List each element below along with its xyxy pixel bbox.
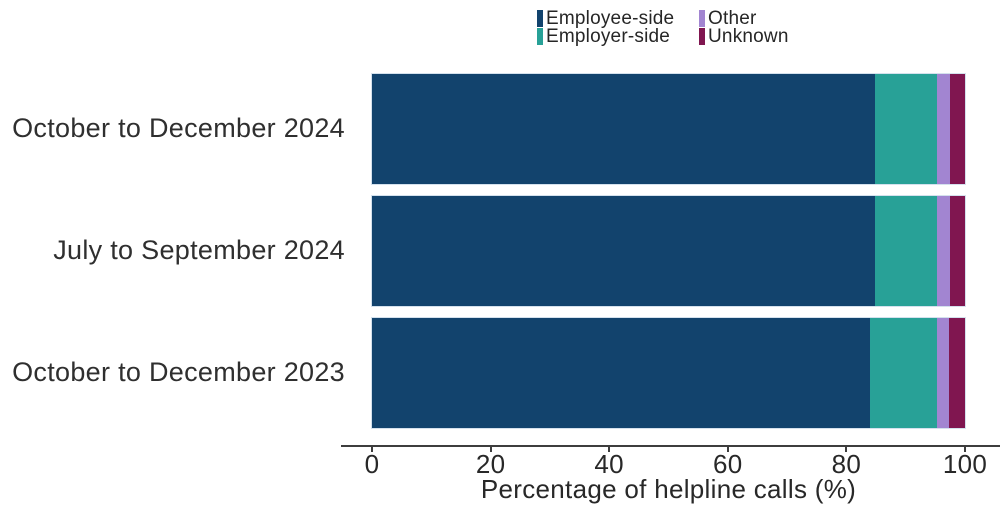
bar-segment-employee-side bbox=[372, 196, 876, 306]
legend-swatch-other bbox=[699, 10, 705, 27]
bar-row-july-to-september-2024 bbox=[372, 196, 965, 306]
bar-segment-employer-side bbox=[875, 196, 938, 306]
legend-swatch-employee-side bbox=[537, 10, 543, 27]
bar-row-october-to-december-2023 bbox=[372, 318, 965, 428]
x-tick-mark bbox=[608, 447, 611, 452]
x-tick-mark bbox=[845, 447, 848, 452]
bar-segment-employer-side bbox=[870, 318, 938, 428]
bar-segment-other bbox=[937, 74, 951, 184]
legend-swatch-unknown bbox=[699, 28, 705, 45]
x-tick-label-60: 60 bbox=[713, 449, 743, 479]
x-tick-label-40: 40 bbox=[594, 449, 624, 479]
x-tick-mark bbox=[726, 447, 729, 452]
legend-label-employer-side: Employer-side bbox=[546, 26, 671, 47]
x-tick-mark bbox=[489, 447, 492, 452]
x-axis-line bbox=[341, 445, 1000, 447]
x-axis-title: Percentage of helpline calls (%) bbox=[480, 474, 857, 504]
category-label-october-to-december-2024: October to December 2024 bbox=[12, 113, 345, 143]
legend-label-employee-side: Employee-side bbox=[546, 8, 675, 29]
category-label-july-to-september-2024: July to September 2024 bbox=[53, 235, 345, 265]
x-tick-label-100: 100 bbox=[942, 449, 988, 479]
bar-segment-other bbox=[937, 318, 949, 428]
bar-segment-unknown bbox=[950, 74, 965, 184]
legend-swatch-employer-side bbox=[537, 28, 543, 45]
bar-row-october-to-december-2024 bbox=[372, 74, 965, 184]
bar-segment-employee-side bbox=[372, 74, 875, 184]
x-tick-mark bbox=[371, 447, 373, 452]
x-tick-label-80: 80 bbox=[831, 449, 862, 479]
bar-segment-unknown bbox=[950, 196, 965, 306]
x-tick-mark bbox=[964, 447, 966, 452]
x-tick-label-20: 20 bbox=[475, 449, 506, 479]
category-label-october-to-december-2023: October to December 2023 bbox=[12, 357, 345, 387]
legend-label-other: Other bbox=[708, 8, 757, 29]
bar-segment-employee-side bbox=[372, 318, 871, 428]
bar-segment-unknown bbox=[948, 318, 965, 428]
bar-segment-other bbox=[937, 196, 951, 306]
x-tick-label-0: 0 bbox=[364, 449, 380, 479]
legend-label-unknown: Unknown bbox=[708, 26, 789, 47]
bar-segment-employer-side bbox=[874, 74, 938, 184]
